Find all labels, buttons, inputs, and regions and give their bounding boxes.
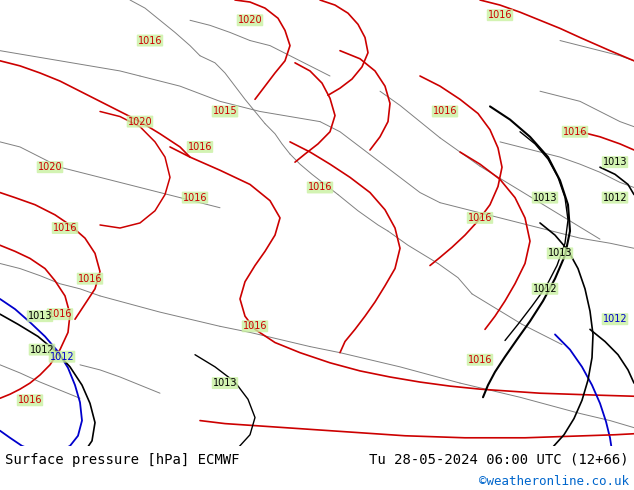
Text: 1013: 1013: [548, 248, 573, 258]
Text: 1013: 1013: [28, 311, 52, 321]
Text: 1013: 1013: [213, 378, 237, 388]
Text: 1020: 1020: [37, 162, 62, 172]
Text: 1012: 1012: [533, 284, 557, 294]
Text: 1012: 1012: [603, 314, 627, 324]
Text: 1020: 1020: [127, 117, 152, 126]
Text: 1016: 1016: [138, 36, 162, 46]
Text: 1016: 1016: [307, 182, 332, 193]
Text: 1016: 1016: [78, 274, 102, 284]
Text: 1016: 1016: [188, 142, 212, 152]
Text: ©weatheronline.co.uk: ©weatheronline.co.uk: [479, 475, 629, 489]
Text: Tu 28-05-2024 06:00 UTC (12+66): Tu 28-05-2024 06:00 UTC (12+66): [370, 453, 629, 467]
Text: 1016: 1016: [468, 355, 492, 365]
Text: 1013: 1013: [603, 157, 627, 167]
Text: 1016: 1016: [243, 321, 268, 331]
Text: Surface pressure [hPa] ECMWF: Surface pressure [hPa] ECMWF: [5, 453, 240, 467]
Text: 1012: 1012: [30, 344, 55, 355]
Text: 1012: 1012: [49, 352, 74, 362]
Text: 1012: 1012: [603, 193, 627, 202]
Text: 1016: 1016: [18, 395, 42, 405]
Text: 1016: 1016: [433, 106, 457, 117]
Text: 1015: 1015: [212, 106, 237, 117]
Text: 1020: 1020: [238, 15, 262, 25]
Text: 1013: 1013: [533, 193, 557, 202]
Text: 1016: 1016: [563, 127, 587, 137]
Text: 1016: 1016: [48, 309, 72, 319]
Text: 1016: 1016: [53, 223, 77, 233]
Text: 1016: 1016: [468, 213, 492, 223]
Text: 1016: 1016: [183, 193, 207, 202]
Text: 1016: 1016: [488, 10, 512, 20]
